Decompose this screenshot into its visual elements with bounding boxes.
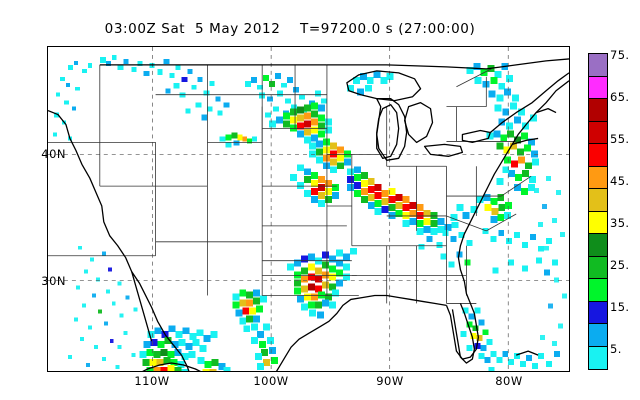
colorbar-segment-30 [589,256,607,279]
colorbar-segment-45 [589,189,607,212]
colorbar-segment-10 [589,346,607,369]
colorbar-tick-45: 45. [610,173,630,188]
colorbar [588,53,608,370]
colorbar-segment-35 [589,234,607,257]
coastlines [48,58,569,371]
colorbar-segment-70 [589,76,607,99]
colorbar-tick-5: 5. [610,342,622,357]
colorbar-tick-65: 65. [610,89,630,104]
x-tick-80w: 80W [495,374,523,388]
state-boundaries [48,64,532,304]
lat-lon-gridlines [48,47,569,371]
colorbar-segment-40 [589,211,607,234]
reflectivity-field [52,54,568,371]
x-tick-110w: 110W [134,374,170,388]
figure-title: 03:00Z Sat 5 May 2012 T=97200.0 s (27:00… [104,21,476,37]
colorbar-segment-25 [589,279,607,302]
y-tick-30n: 30N [41,274,66,288]
colorbar-segment-60 [589,121,607,144]
x-tick-90w: 90W [376,374,404,388]
colorbar-tick-75: 75. [610,47,630,62]
colorbar-tick-55: 55. [610,131,630,146]
colorbar-tick-labels: 75. 65. 55. 45. 35. 25. 15. 5. [610,48,640,370]
colorbar-segment-15 [589,324,607,347]
colorbar-segment-75 [589,54,607,77]
colorbar-tick-35: 35. [610,216,630,230]
colorbar-segment-55 [589,144,607,167]
colorbar-segment-65 [589,99,607,122]
colorbar-segment-20 [589,301,607,324]
x-tick-100w: 100W [253,374,289,388]
colorbar-tick-25: 25. [610,258,630,273]
colorbar-segment-50 [589,166,607,189]
y-tick-40n: 40N [41,147,66,161]
map-canvas [48,47,569,371]
map-plot-area [47,46,570,372]
colorbar-tick-15: 15. [610,300,630,315]
